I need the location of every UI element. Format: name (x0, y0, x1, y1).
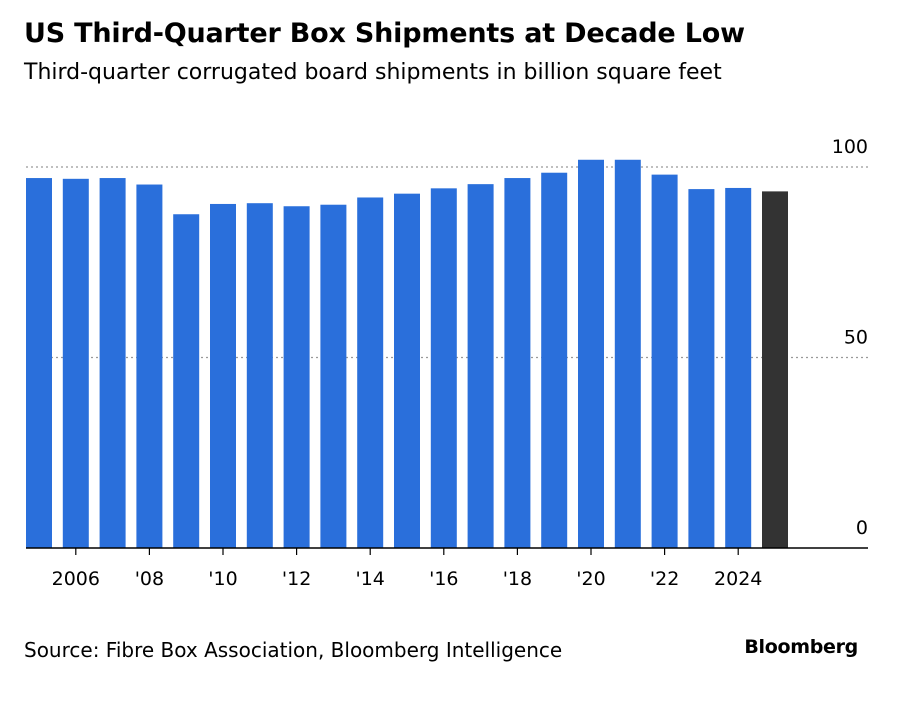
bar-2018 (504, 178, 531, 548)
source-note: Source: Fibre Box Association, Bloomberg… (24, 638, 563, 662)
bar-2016 (430, 188, 457, 548)
x-tick-label: '18 (503, 568, 532, 590)
bar-2006 (62, 178, 89, 548)
x-tick-label: '14 (355, 568, 384, 590)
x-tick-label: '16 (429, 568, 458, 590)
chart-subtitle: Third-quarter corrugated board shipments… (24, 60, 722, 85)
x-tick-label: '20 (576, 568, 605, 590)
bar-2020 (578, 159, 604, 549)
bar-2015 (394, 193, 420, 549)
bar-2005 (26, 178, 52, 548)
bar-2011 (246, 203, 273, 548)
chart-title: US Third-Quarter Box Shipments at Decade… (24, 18, 745, 49)
x-tick-label: '10 (208, 568, 237, 590)
bar-2007 (99, 178, 126, 548)
bar-2012 (283, 206, 310, 549)
bar-2010 (210, 203, 236, 548)
y-tick-label: 0 (856, 517, 868, 539)
bloomberg-logo: Bloomberg (744, 636, 858, 658)
x-tick-label: '08 (135, 568, 164, 590)
bar-2019 (541, 172, 568, 548)
bars (26, 159, 788, 549)
bar-2023 (688, 189, 715, 548)
bar-2009 (173, 214, 200, 548)
bar-2024 (725, 187, 752, 548)
bar-2021 (614, 159, 641, 549)
bar-2025 (762, 191, 788, 548)
bar-2014 (357, 197, 384, 549)
y-tick-label: 100 (832, 136, 868, 158)
bar-2017 (467, 184, 494, 548)
bar-2013 (320, 204, 347, 548)
tick-labels: 0 50 100 2006 '08 '10 '12 '14 '16 '18 '20 '22 2024 (52, 136, 868, 590)
x-tick-label: 2006 (52, 568, 100, 590)
bar-2008 (136, 184, 163, 548)
x-tick-label: '22 (650, 568, 679, 590)
axes (26, 547, 868, 555)
bar-2022 (651, 174, 678, 548)
x-tick-label: '12 (282, 568, 311, 590)
y-tick-label: 50 (844, 327, 868, 349)
x-tick-label: 2024 (714, 568, 762, 590)
